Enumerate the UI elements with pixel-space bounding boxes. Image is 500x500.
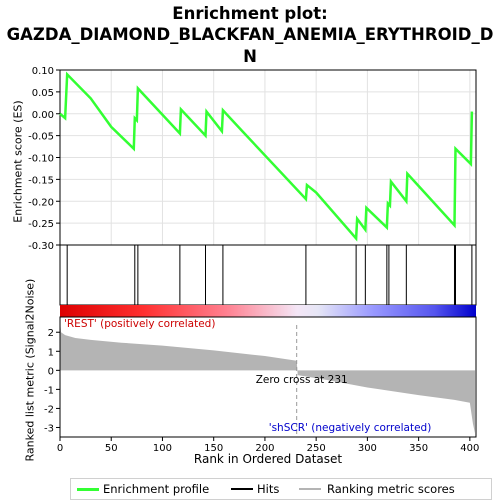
x-tick-label: 350: [409, 443, 428, 454]
es-tick-label: -0.20: [28, 197, 54, 208]
x-axis-label: Rank in Ordered Dataset: [193, 452, 343, 466]
zero-cross-label: Zero cross at 231: [256, 374, 348, 386]
x-tick-label: 250: [307, 443, 326, 454]
legend-metric-label: Ranking metric scores: [327, 482, 455, 496]
legend-es-label: Enrichment profile: [103, 482, 210, 496]
chart-title-line-3: N: [243, 47, 257, 66]
es-panel: 0.10 0.05 0.00 -0.05 -0.10 -0.15 -0.20 -0.25 -0.…: [28, 66, 477, 252]
es-tick-label: -0.15: [28, 175, 54, 186]
metric-panel: 210-1-2-30 50 100 150 200 250 300 350 400'REST' …: [44, 316, 479, 454]
es-tick-label: 0.10: [32, 66, 54, 77]
es-tick-label: -0.30: [28, 241, 54, 252]
metric-tick-label: 0: [48, 366, 54, 377]
es-tick-label: 0.05: [32, 88, 54, 99]
rank-color-bar: [60, 305, 476, 317]
enrichment-chart: 0.10 0.05 0.00 -0.05 -0.10 -0.15 -0.20 -0.25 -0.…: [28, 66, 479, 454]
es-tick-label: -0.25: [28, 219, 54, 230]
es-tick-label: 0.00: [32, 110, 54, 121]
legend-hits-swatch: [231, 488, 253, 490]
x-tick-label: 150: [204, 443, 223, 454]
metric-tick-label: 2: [48, 328, 54, 339]
es-tick-label: -0.05: [28, 132, 54, 143]
x-tick-label: 400: [460, 443, 479, 454]
metric-tick-label: -1: [44, 385, 54, 396]
enrichment-profile-line: [59, 71, 474, 242]
metric-border: [59, 316, 477, 438]
x-tick-label: 0: [57, 443, 63, 454]
x-tick-label: 200: [255, 443, 274, 454]
x-tick-label: 50: [105, 443, 118, 454]
hits-frame: [59, 244, 477, 306]
legend: Enrichment profile Hits Ranking metric s…: [70, 478, 492, 500]
metric-tick-label: -2: [44, 404, 54, 415]
chart-title-line-1: Enrichment plot:: [172, 4, 328, 23]
legend-es-swatch: [77, 488, 99, 491]
positive-correlation-label: 'REST' (positively correlated): [64, 318, 215, 330]
hits-panel: [59, 244, 477, 306]
metric-tick-label: 1: [48, 347, 54, 358]
ranking-metric-area: [60, 320, 475, 434]
legend-hits-label: Hits: [257, 482, 280, 496]
x-tick-label: 300: [358, 443, 377, 454]
rank-gradient-bar: [60, 305, 476, 317]
legend-metric-swatch: [299, 488, 321, 490]
metric-tick-label: -3: [44, 423, 54, 434]
x-tick-label: 100: [153, 443, 172, 454]
es-tick-label: -0.10: [28, 154, 54, 165]
negative-correlation-label: 'shSCR' (negatively correlated): [269, 422, 432, 434]
chart-title-line-2: GAZDA_DIAMOND_BLACKFAN_ANEMIA_ERYTHROID_…: [6, 25, 494, 44]
